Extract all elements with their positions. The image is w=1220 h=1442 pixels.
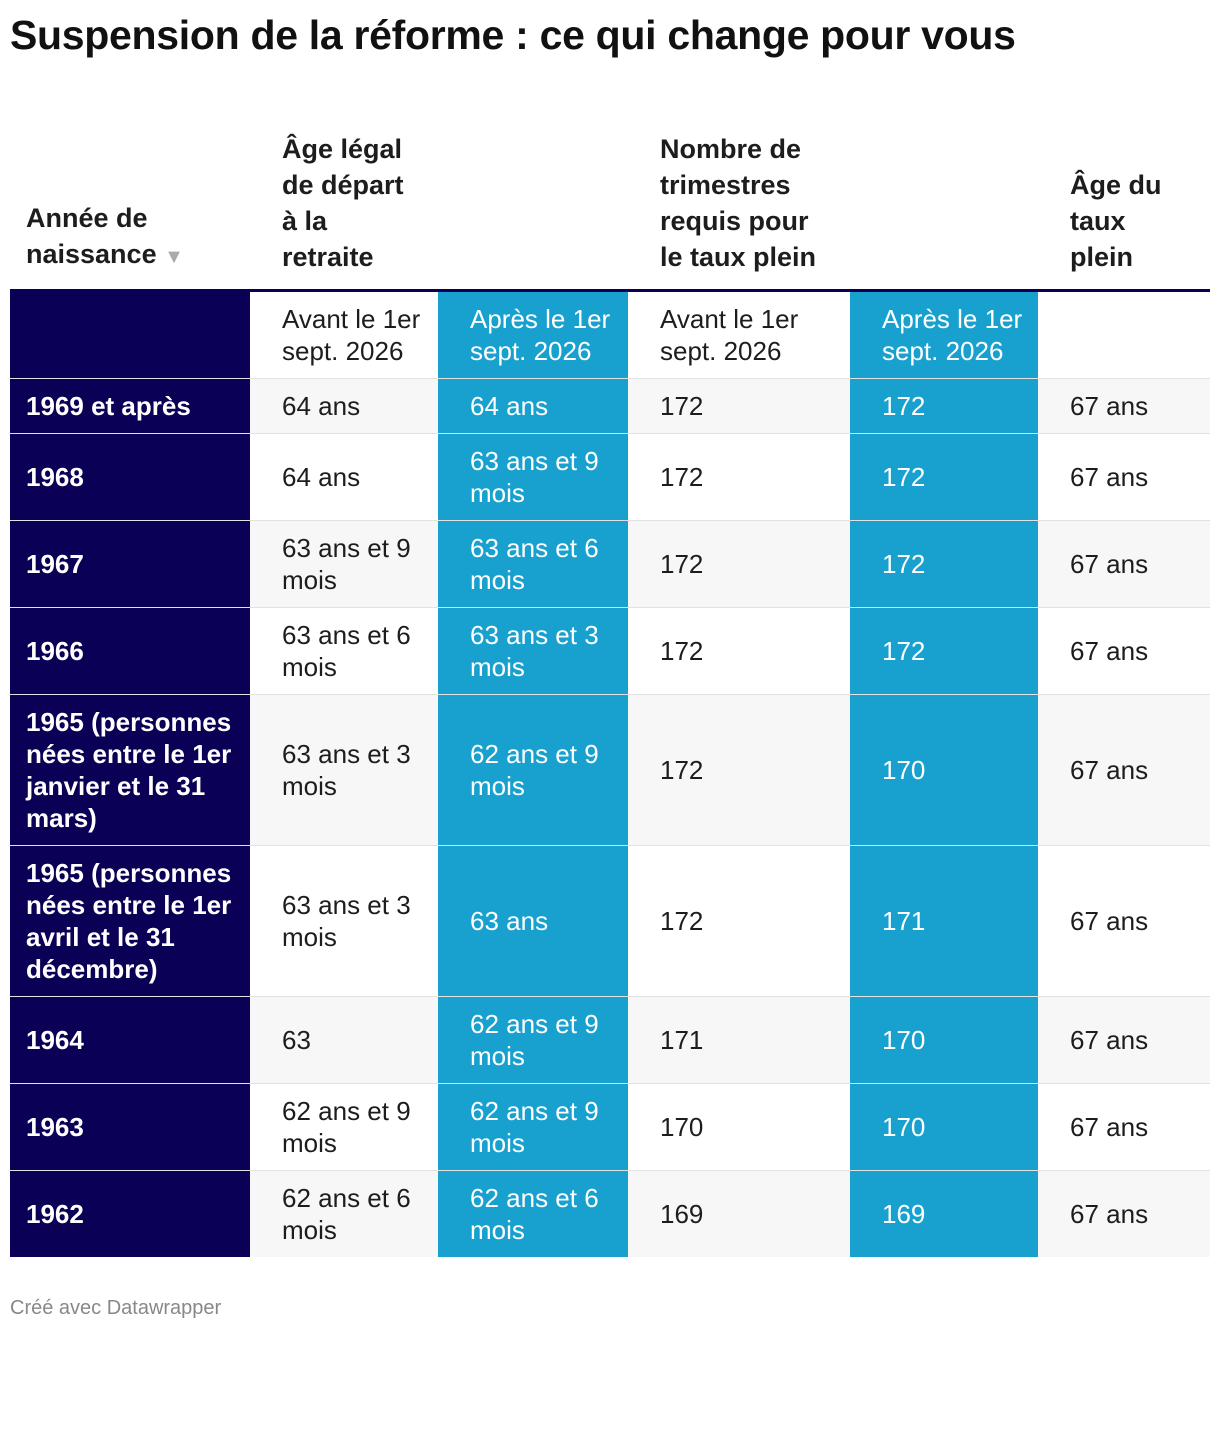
cell: 1964 (10, 996, 250, 1084)
table-row: 1966 63 ans et 6 mois 63 ans et 3 mois 172 1… (10, 607, 1210, 695)
cell: 67 ans (1038, 520, 1210, 608)
cell: 172 (628, 378, 850, 434)
cell: 64 ans (438, 378, 628, 434)
cell: 67 ans (1038, 607, 1210, 695)
container: Suspension de la réforme : ce qui change… (10, 12, 1210, 1319)
cell: 64 ans (250, 378, 438, 434)
cell: 172 (850, 378, 1038, 434)
header-cell (850, 110, 1038, 292)
cell: 169 (628, 1170, 850, 1257)
header-row[interactable]: Année de naissance ▼ Âge légal de départ… (10, 110, 1210, 292)
cell: 67 ans (1038, 378, 1210, 434)
table-row: 1962 62 ans et 6 mois 62 ans et 6 mois 169 1… (10, 1170, 1210, 1257)
cell: 62 ans et 9 mois (438, 1083, 628, 1171)
cell: 64 ans (250, 433, 438, 521)
table-row: 1965 (personnes nées entre le 1er avril … (10, 845, 1210, 997)
header-cell (438, 110, 628, 292)
table: Année de naissance ▼ Âge légal de départ… (10, 110, 1210, 1257)
cell: 1969 et après (10, 378, 250, 434)
cell: 62 ans et 9 mois (250, 1083, 438, 1171)
cell: 1968 (10, 433, 250, 521)
cell: Avant le 1er sept. 2026 (282, 304, 421, 366)
cell: 63 ans et 6 mois (250, 607, 438, 695)
cell: 67 ans (1038, 433, 1210, 521)
table-row: 1963 62 ans et 9 mois 62 ans et 9 mois 170 1… (10, 1083, 1210, 1171)
cell: 63 ans et 6 mois (438, 520, 628, 608)
cell: 63 ans et 9 mois (438, 433, 628, 521)
table-body: Avant le 1er sept. 2026 Après le 1er sep… (10, 290, 1210, 1257)
cell: 62 ans et 9 mois (438, 694, 628, 846)
subheader-row: Avant le 1er sept. 2026 Après le 1er sep… (10, 290, 1210, 379)
header-text: Nombre de trimestres requis pour le taux… (660, 134, 817, 272)
table-row: 1964 63 62 ans et 9 mois 171 170 67 ans (10, 996, 1210, 1084)
header-cell[interactable]: Nombre de trimestres requis pour le taux… (628, 110, 850, 292)
header-text: Âge légal de départ à la retraite (282, 134, 404, 272)
cell: 1967 (10, 520, 250, 608)
cell: 63 ans et 9 mois (250, 520, 438, 608)
cell: 1965 (personnes nées entre le 1er janvie… (10, 694, 250, 846)
cell (1038, 291, 1210, 379)
header-text: Âge du taux plein (1070, 170, 1162, 272)
footer: Créé avec Datawrapper (10, 1297, 222, 1319)
cell: 172 (628, 845, 850, 997)
cell: Avant le 1er sept. 2026 (660, 304, 799, 366)
cell: 62 ans et 6 mois (438, 1170, 628, 1257)
table-row: 1965 (personnes nées entre le 1er janvie… (10, 694, 1210, 846)
cell: 67 ans (1038, 694, 1210, 846)
cell: 62 ans et 6 mois (250, 1170, 438, 1257)
cell: 172 (628, 520, 850, 608)
cell: 170 (628, 1083, 850, 1171)
cell: 171 (850, 845, 1038, 997)
cell: 63 (250, 996, 438, 1084)
cell: 170 (850, 996, 1038, 1084)
cell: 1962 (10, 1170, 250, 1257)
table-row: 1967 63 ans et 9 mois 63 ans et 6 mois 172 1… (10, 520, 1210, 608)
cell: 172 (850, 520, 1038, 608)
cell: 170 (850, 1083, 1038, 1171)
cell: 63 ans et 3 mois (250, 694, 438, 846)
header-cell[interactable]: Année de naissance ▼ (10, 110, 250, 292)
header-text: Année de naissance (26, 203, 157, 269)
table-row: 1969 et après 64 ans 64 ans 172 172 67 ans (10, 378, 1210, 434)
cell: Après le 1er sept. 2026 (850, 290, 1038, 379)
cell: 62 ans et 9 mois (438, 996, 628, 1084)
cell: 67 ans (1038, 1170, 1210, 1257)
cell: Après le 1er sept. 2026 (438, 290, 628, 379)
header-cell[interactable]: Âge légal de départ à la retraite (250, 110, 438, 292)
cell: 172 (850, 433, 1038, 521)
title: Suspension de la réforme : ce qui change… (10, 12, 1016, 58)
table-row: 1968 64 ans 63 ans et 9 mois 172 172 67 ans (10, 433, 1210, 521)
cell: 170 (850, 694, 1038, 846)
cell: 67 ans (1038, 996, 1210, 1084)
cell: 67 ans (1038, 845, 1210, 997)
cell: 171 (628, 996, 850, 1084)
cell: 172 (850, 607, 1038, 695)
cell: 169 (850, 1170, 1038, 1257)
cell (10, 290, 250, 379)
cell: 1966 (10, 607, 250, 695)
header-cell[interactable]: Âge du taux plein (1038, 110, 1210, 292)
cell: 63 ans et 3 mois (438, 607, 628, 695)
cell: 63 ans et 3 mois (250, 845, 438, 997)
cell: 63 ans (438, 845, 628, 997)
cell: 172 (628, 607, 850, 695)
cell: 172 (628, 433, 850, 521)
sort-icon: ▼ (164, 246, 184, 268)
cell: 1963 (10, 1083, 250, 1171)
cell: 1965 (personnes nées entre le 1er avril … (10, 845, 250, 997)
cell: 67 ans (1038, 1083, 1210, 1171)
cell: 172 (628, 694, 850, 846)
